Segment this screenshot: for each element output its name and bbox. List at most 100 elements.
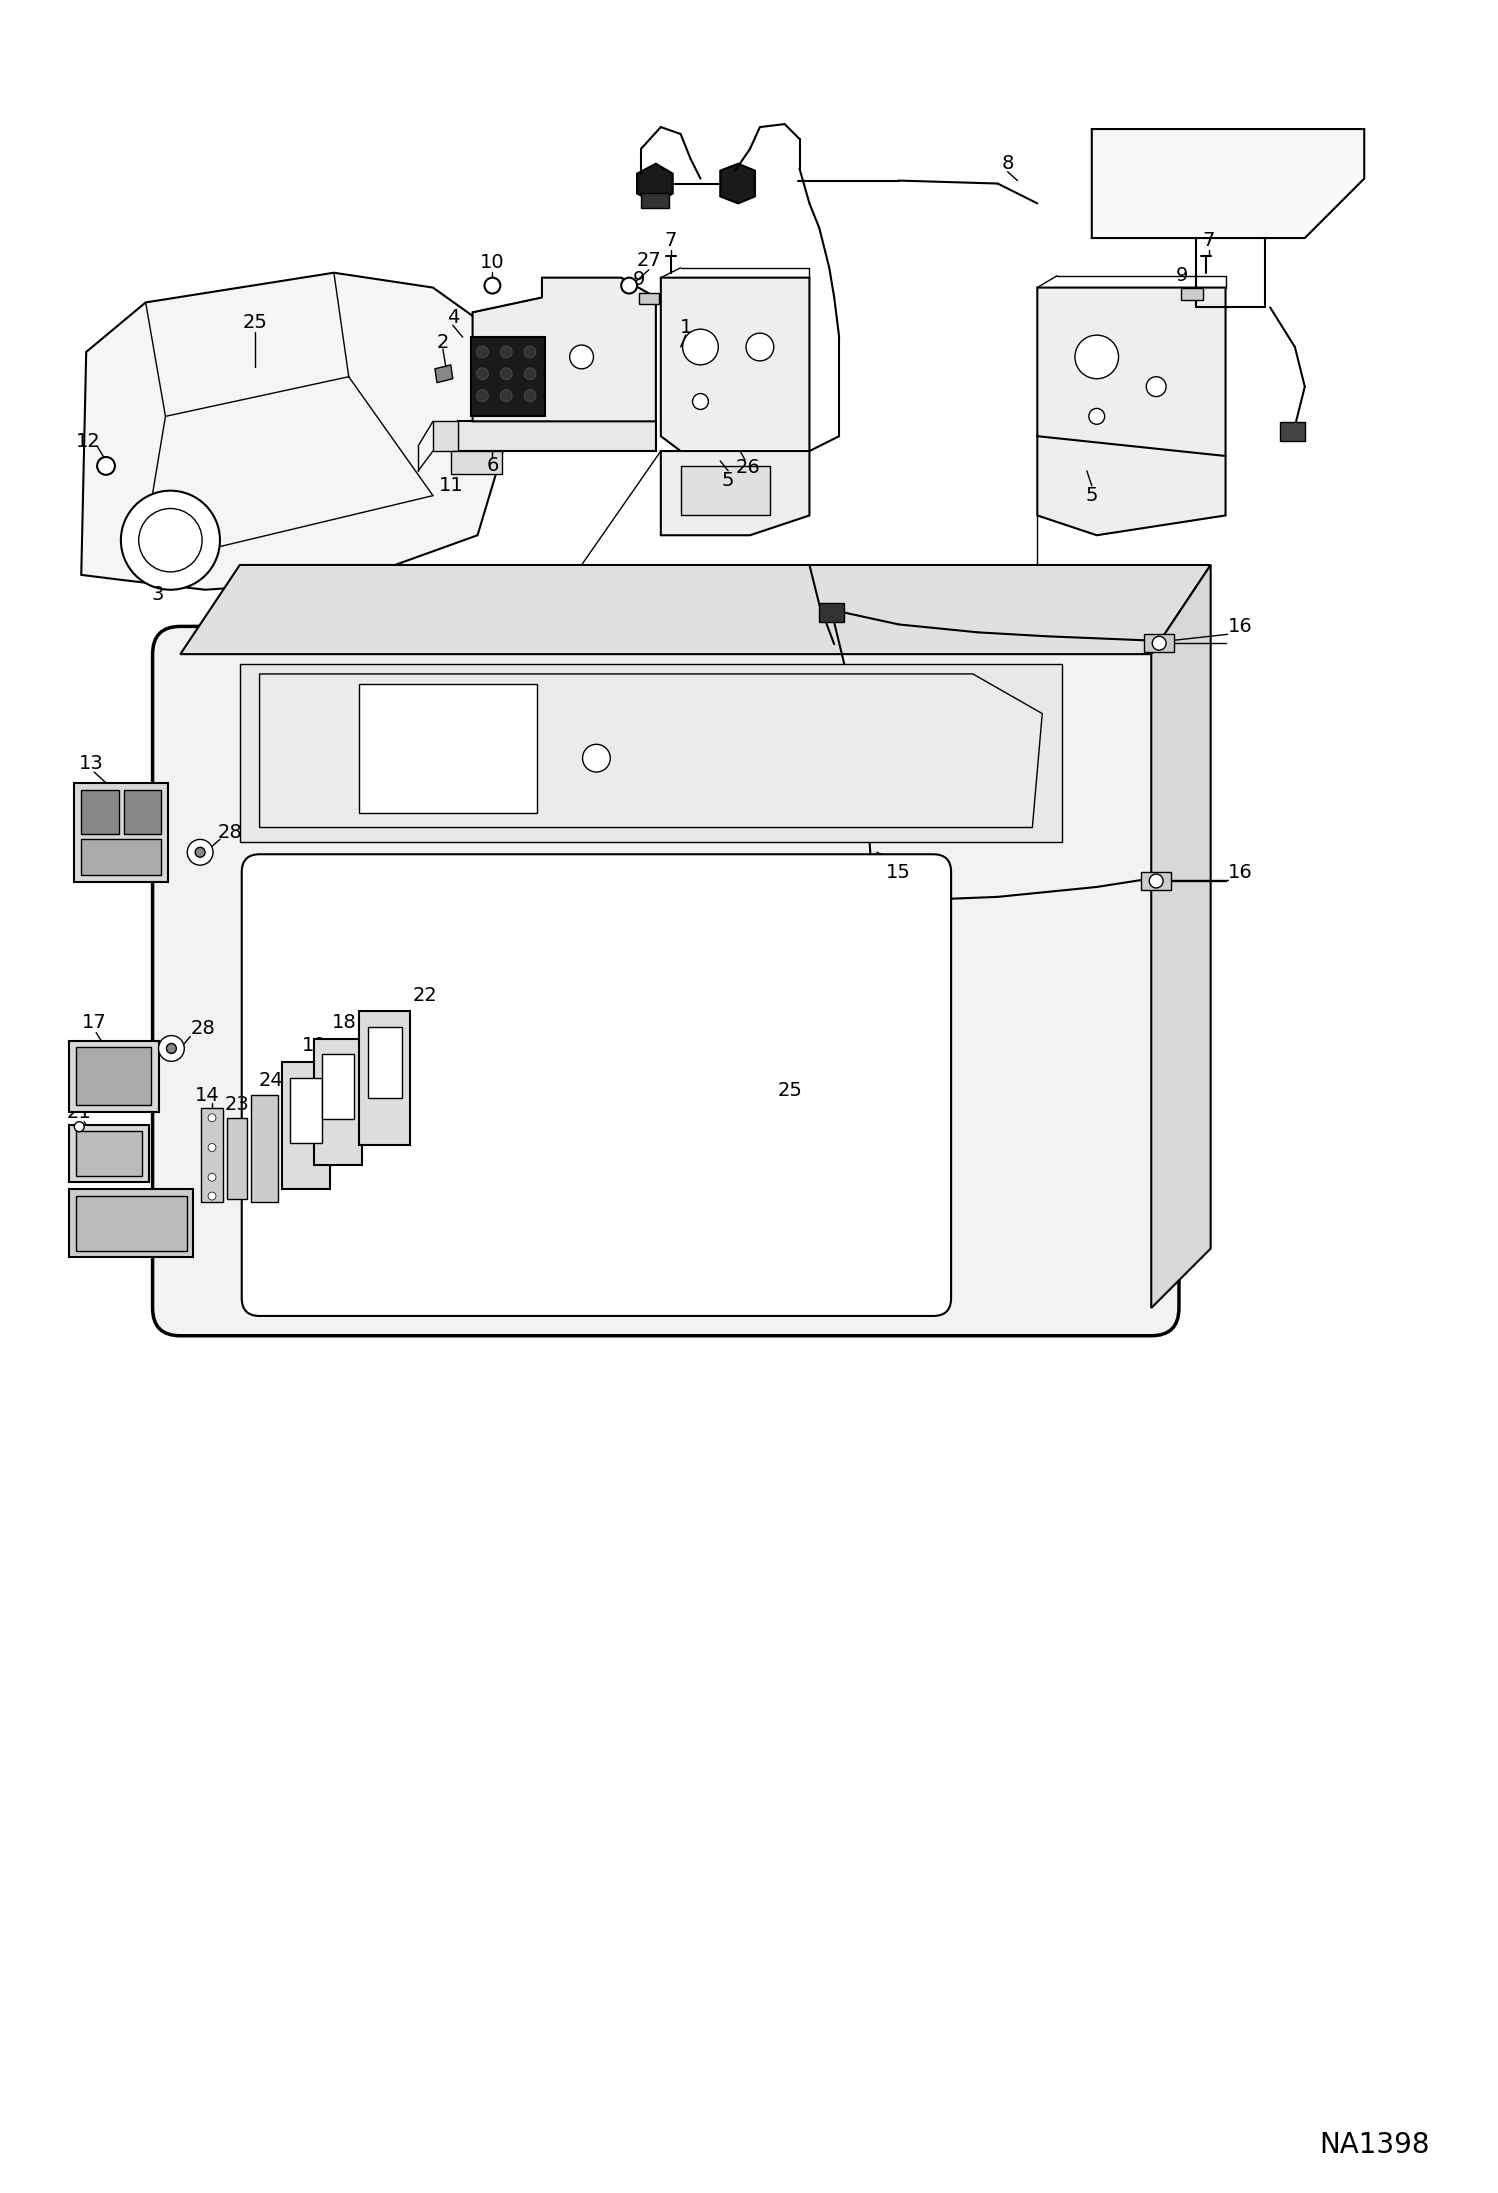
Bar — [76, 1132, 142, 1175]
Circle shape — [1149, 875, 1162, 888]
Circle shape — [476, 368, 488, 379]
Bar — [201, 1107, 223, 1202]
Bar — [76, 1195, 187, 1250]
Circle shape — [121, 491, 220, 590]
Text: 24: 24 — [259, 1070, 283, 1090]
Polygon shape — [680, 465, 770, 515]
Circle shape — [208, 1193, 216, 1200]
Text: 23: 23 — [225, 1096, 249, 1114]
Polygon shape — [637, 164, 673, 204]
Circle shape — [208, 1114, 216, 1123]
Polygon shape — [433, 421, 458, 452]
Text: 14: 14 — [195, 1086, 219, 1105]
Circle shape — [500, 346, 512, 357]
Text: 16: 16 — [1228, 862, 1252, 882]
Bar — [76, 1048, 151, 1105]
FancyBboxPatch shape — [241, 855, 951, 1316]
Circle shape — [524, 368, 536, 379]
Text: 16: 16 — [1228, 616, 1252, 636]
Text: 25: 25 — [777, 1081, 801, 1099]
Text: 5: 5 — [722, 471, 734, 491]
Polygon shape — [721, 164, 755, 204]
Circle shape — [524, 346, 536, 357]
Text: 11: 11 — [439, 476, 463, 496]
Bar — [367, 1026, 403, 1099]
Bar — [69, 1039, 159, 1112]
Circle shape — [1152, 636, 1165, 649]
Circle shape — [139, 509, 202, 572]
Polygon shape — [1037, 287, 1225, 456]
Polygon shape — [661, 452, 809, 535]
Text: 4: 4 — [446, 307, 458, 327]
Polygon shape — [259, 673, 1043, 827]
Polygon shape — [1092, 129, 1365, 239]
Bar — [322, 1055, 354, 1118]
Circle shape — [97, 456, 115, 476]
Text: 13: 13 — [79, 754, 103, 772]
Polygon shape — [451, 452, 502, 474]
Circle shape — [208, 1173, 216, 1182]
Bar — [69, 1189, 193, 1257]
Text: 7: 7 — [665, 230, 677, 250]
Bar — [75, 783, 168, 882]
Bar — [1180, 287, 1203, 300]
Text: 7: 7 — [1203, 230, 1215, 250]
Bar — [315, 1039, 361, 1164]
Circle shape — [1089, 408, 1104, 423]
Text: 19: 19 — [301, 1035, 327, 1055]
Polygon shape — [819, 603, 843, 623]
Text: 28: 28 — [217, 822, 243, 842]
Bar — [358, 1011, 410, 1145]
Text: 1: 1 — [680, 318, 692, 338]
Polygon shape — [641, 193, 668, 208]
Text: 25: 25 — [243, 314, 267, 331]
Text: 17: 17 — [82, 1013, 106, 1033]
Circle shape — [166, 1044, 177, 1053]
Bar — [470, 338, 545, 417]
Text: 28: 28 — [190, 1020, 216, 1037]
Bar — [250, 1094, 279, 1202]
Bar — [81, 789, 118, 836]
Bar — [1141, 873, 1171, 890]
Polygon shape — [1152, 566, 1210, 1307]
Circle shape — [195, 846, 205, 857]
Circle shape — [484, 279, 500, 294]
Polygon shape — [240, 664, 1062, 842]
Text: 22: 22 — [412, 987, 437, 1004]
Polygon shape — [1279, 423, 1305, 441]
Circle shape — [187, 840, 213, 866]
Text: 27: 27 — [637, 252, 661, 270]
Circle shape — [524, 390, 536, 401]
Text: 6: 6 — [487, 456, 499, 476]
Circle shape — [476, 390, 488, 401]
Circle shape — [622, 279, 637, 294]
Polygon shape — [434, 364, 452, 384]
FancyBboxPatch shape — [153, 627, 1179, 1336]
Circle shape — [1146, 377, 1165, 397]
Bar — [358, 684, 536, 814]
Text: 8: 8 — [1001, 154, 1014, 173]
Bar — [81, 840, 160, 875]
Text: 20: 20 — [94, 1200, 118, 1219]
Circle shape — [583, 743, 610, 772]
Polygon shape — [661, 279, 809, 452]
Text: NA1398: NA1398 — [1318, 2132, 1429, 2160]
Circle shape — [746, 333, 774, 362]
Polygon shape — [81, 272, 508, 590]
Circle shape — [208, 1143, 216, 1151]
Text: 18: 18 — [331, 1013, 357, 1033]
Bar — [282, 1061, 330, 1189]
Circle shape — [1076, 336, 1119, 379]
Circle shape — [500, 368, 512, 379]
Circle shape — [476, 346, 488, 357]
Text: 5: 5 — [1086, 487, 1098, 504]
Bar — [124, 789, 160, 836]
Text: 10: 10 — [479, 254, 505, 272]
Bar — [69, 1125, 148, 1182]
Text: 21: 21 — [67, 1103, 91, 1123]
Text: 2: 2 — [437, 333, 449, 351]
Text: 9: 9 — [1176, 265, 1188, 285]
Polygon shape — [1037, 436, 1225, 535]
Bar — [640, 292, 659, 305]
Circle shape — [692, 393, 709, 410]
